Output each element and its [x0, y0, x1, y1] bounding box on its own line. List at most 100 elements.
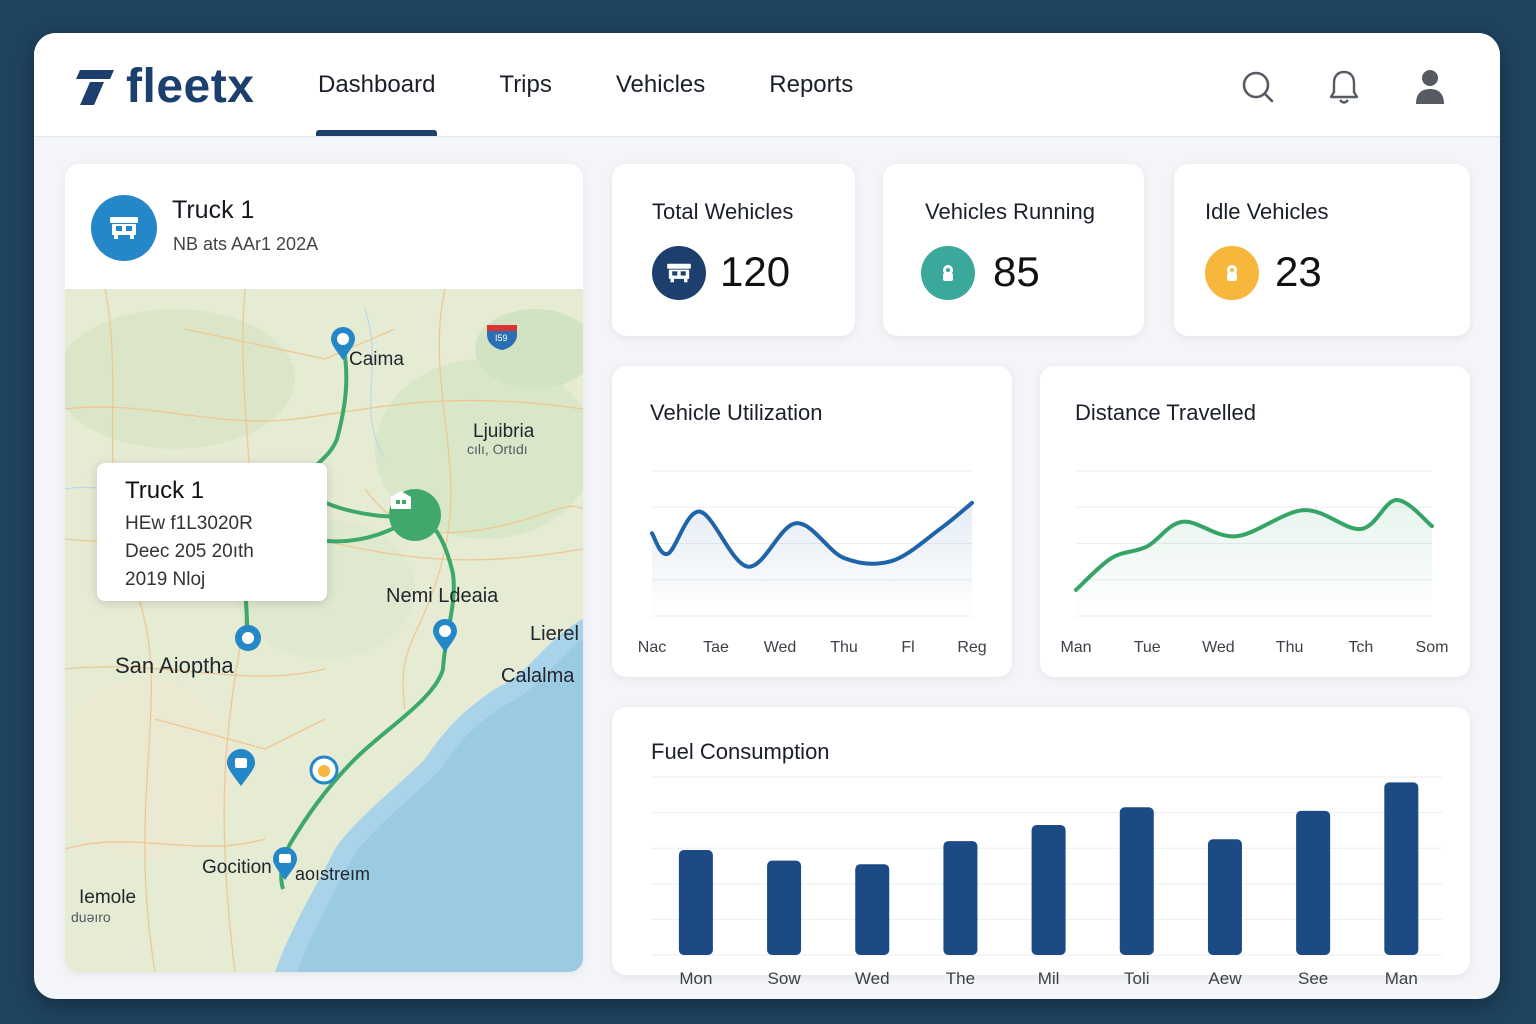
distance-x-tick-label: Wed	[1202, 639, 1235, 656]
map-pin-icon[interactable]	[431, 619, 459, 653]
vehicle-utilization-card[interactable]: Vehicle Utilization Nac Tae Wed Thu Fl Reg	[612, 366, 1012, 677]
fuel-x-tick-label: Man	[1384, 969, 1418, 988]
search-icon[interactable]	[1238, 67, 1278, 107]
fuel-x-tick-label: Mil	[1037, 969, 1060, 988]
fuel-bar[interactable]	[943, 841, 978, 955]
distance-x-tick-label: Som	[1415, 639, 1449, 656]
nav-vehicles-label: Vehicles	[615, 70, 706, 98]
stat-card-running[interactable]: Vehicles Running 85	[883, 164, 1144, 336]
map-pin-icon[interactable]	[271, 847, 299, 881]
running-icon	[921, 246, 975, 300]
map-pin-icon[interactable]	[329, 327, 357, 361]
map-label-gocitio: Gocition	[202, 857, 272, 878]
map-label-ljuibria-sub: cılı, Ortıdı	[467, 441, 528, 457]
fuel-bar[interactable]	[1296, 810, 1331, 955]
utilization-series-line[interactable]	[650, 500, 974, 569]
map-label-nemi: Nemi Ldeaia	[386, 585, 499, 607]
stat-value-total: 120	[720, 248, 791, 295]
map-label-aoist: aoıstreım	[295, 864, 371, 884]
stat-title-idle: Idle Vehicles	[1205, 199, 1329, 224]
truck-popup[interactable]: Truck 1 HEw f1L3020R Deec 205 20ıth 2019…	[97, 463, 327, 601]
app-window: fleetx Dashboard Trips Vehicles Reports	[34, 33, 1500, 999]
truck-avatar	[91, 195, 157, 261]
fuel-bar[interactable]	[1031, 825, 1066, 955]
nav-vehicles[interactable]: Vehicles	[616, 33, 705, 136]
fuel-chart	[652, 776, 1442, 956]
map-label-ljuibria: Ljuibria	[473, 421, 535, 442]
distance-x-tick-label: Tue	[1133, 639, 1161, 656]
fuel-bar[interactable]	[1119, 807, 1154, 955]
distance-x-tick-label: Tch	[1348, 639, 1374, 656]
fuel-title: Fuel Consumption	[651, 739, 830, 764]
fuel-x-tick-label: Wed	[854, 969, 890, 988]
truck-title: Truck 1	[172, 196, 255, 224]
fuel-bar[interactable]	[678, 849, 713, 955]
utilization-x-tick-label: Wed	[763, 639, 797, 656]
stat-card-total[interactable]: Total Wehicles 120	[612, 164, 855, 336]
fuel-consumption-card[interactable]: Fuel Consumption Mon Sow Wed The Mil Toli Aew S…	[612, 707, 1470, 988]
logo-mark-icon	[76, 70, 114, 105]
utilization-x-tick-label: Fl	[901, 639, 915, 656]
nav-dashboard-label: Dashboard	[318, 70, 436, 98]
fuel-bar[interactable]	[1207, 839, 1242, 955]
top-icons	[1238, 67, 1450, 107]
map-label-san: San Aioptha	[115, 653, 234, 678]
highway-shield-icon	[487, 325, 517, 350]
fuel-bar[interactable]	[1384, 782, 1419, 955]
utilization-x-tick-label: Tae	[703, 639, 729, 656]
route-map[interactable]: I59 Caima Ljuibria cılı, Ortıdı Nemi Lde…	[65, 289, 583, 972]
popup-line-1: HEw f1L3020R	[125, 513, 253, 534]
nav-dashboard[interactable]: Dashboard	[315, 33, 438, 136]
distance-chart	[1074, 470, 1434, 617]
truck-subtitle: NB ats AAr1 202A	[173, 234, 319, 254]
stat-title-total: Total Wehicles	[652, 199, 794, 224]
stat-title-running: Vehicles Running	[925, 199, 1096, 224]
popup-line-2: Deec 205 20ıth	[125, 541, 254, 562]
utilization-x-tick-label: Thu	[830, 639, 858, 656]
highway-shield-label: I59	[495, 333, 508, 343]
distance-area	[1076, 499, 1432, 616]
utilization-area	[652, 502, 972, 616]
distance-x-tick-label: Thu	[1275, 639, 1304, 656]
map-label-calalma: Calalma	[501, 665, 575, 687]
nav-reports-label: Reports	[769, 70, 854, 98]
truck-icon	[652, 246, 706, 300]
fuel-x-tick-label: Sow	[767, 969, 801, 988]
fuel-x-tick-label: Toli	[1124, 969, 1150, 988]
fleetx-logo[interactable]: fleetx	[74, 60, 254, 113]
map-label-iemole-sub: duǝıro	[71, 909, 111, 925]
utilization-x-tick-label: Reg	[957, 639, 987, 656]
utilization-chart	[650, 470, 974, 617]
distance-series-line[interactable]	[1074, 498, 1434, 592]
utilization-x-tick-label: Nac	[637, 639, 667, 656]
map-label-caima: Caima	[349, 349, 404, 370]
map-pin-icon[interactable]	[233, 623, 263, 657]
fuel-x-tick-label: Mon	[679, 969, 713, 988]
nav-trips[interactable]: Trips	[499, 33, 551, 136]
map-canvas	[65, 289, 583, 972]
distance-title: Distance Travelled	[1075, 400, 1256, 425]
nav-trips-label: Trips	[499, 70, 552, 98]
user-icon[interactable]	[1410, 67, 1450, 107]
truck-marker-icon[interactable]	[389, 489, 441, 541]
bell-icon[interactable]	[1324, 67, 1364, 107]
idle-icon	[1205, 246, 1259, 300]
stat-value-idle: 23	[1275, 248, 1322, 295]
fuel-bar[interactable]	[855, 864, 890, 955]
popup-title: Truck 1	[125, 477, 205, 504]
nav-reports[interactable]: Reports	[769, 33, 853, 136]
stat-card-idle[interactable]: Idle Vehicles 23	[1174, 164, 1470, 336]
map-label-lierel: Lierel	[530, 623, 579, 645]
popup-line-3: 2019 Nloj	[125, 569, 206, 590]
distance-travelled-card[interactable]: Distance Travelled Man Tue Wed Thu Tch Som	[1040, 366, 1470, 677]
fuel-x-tick-label: See	[1298, 969, 1329, 988]
truck-map-card: Truck 1 NB ats AAr1 202A	[65, 164, 583, 972]
stat-value-running: 85	[993, 248, 1040, 295]
truck-header[interactable]: Truck 1 NB ats AAr1 202A	[65, 164, 583, 289]
map-label-iemole: Iemole	[79, 887, 137, 908]
fuel-x-tick-label: The	[945, 969, 976, 988]
map-pin-icon[interactable]	[225, 749, 257, 787]
fuel-stop-icon[interactable]	[309, 755, 339, 785]
fuel-bar[interactable]	[767, 860, 802, 955]
utilization-title: Vehicle Utilization	[650, 400, 823, 425]
